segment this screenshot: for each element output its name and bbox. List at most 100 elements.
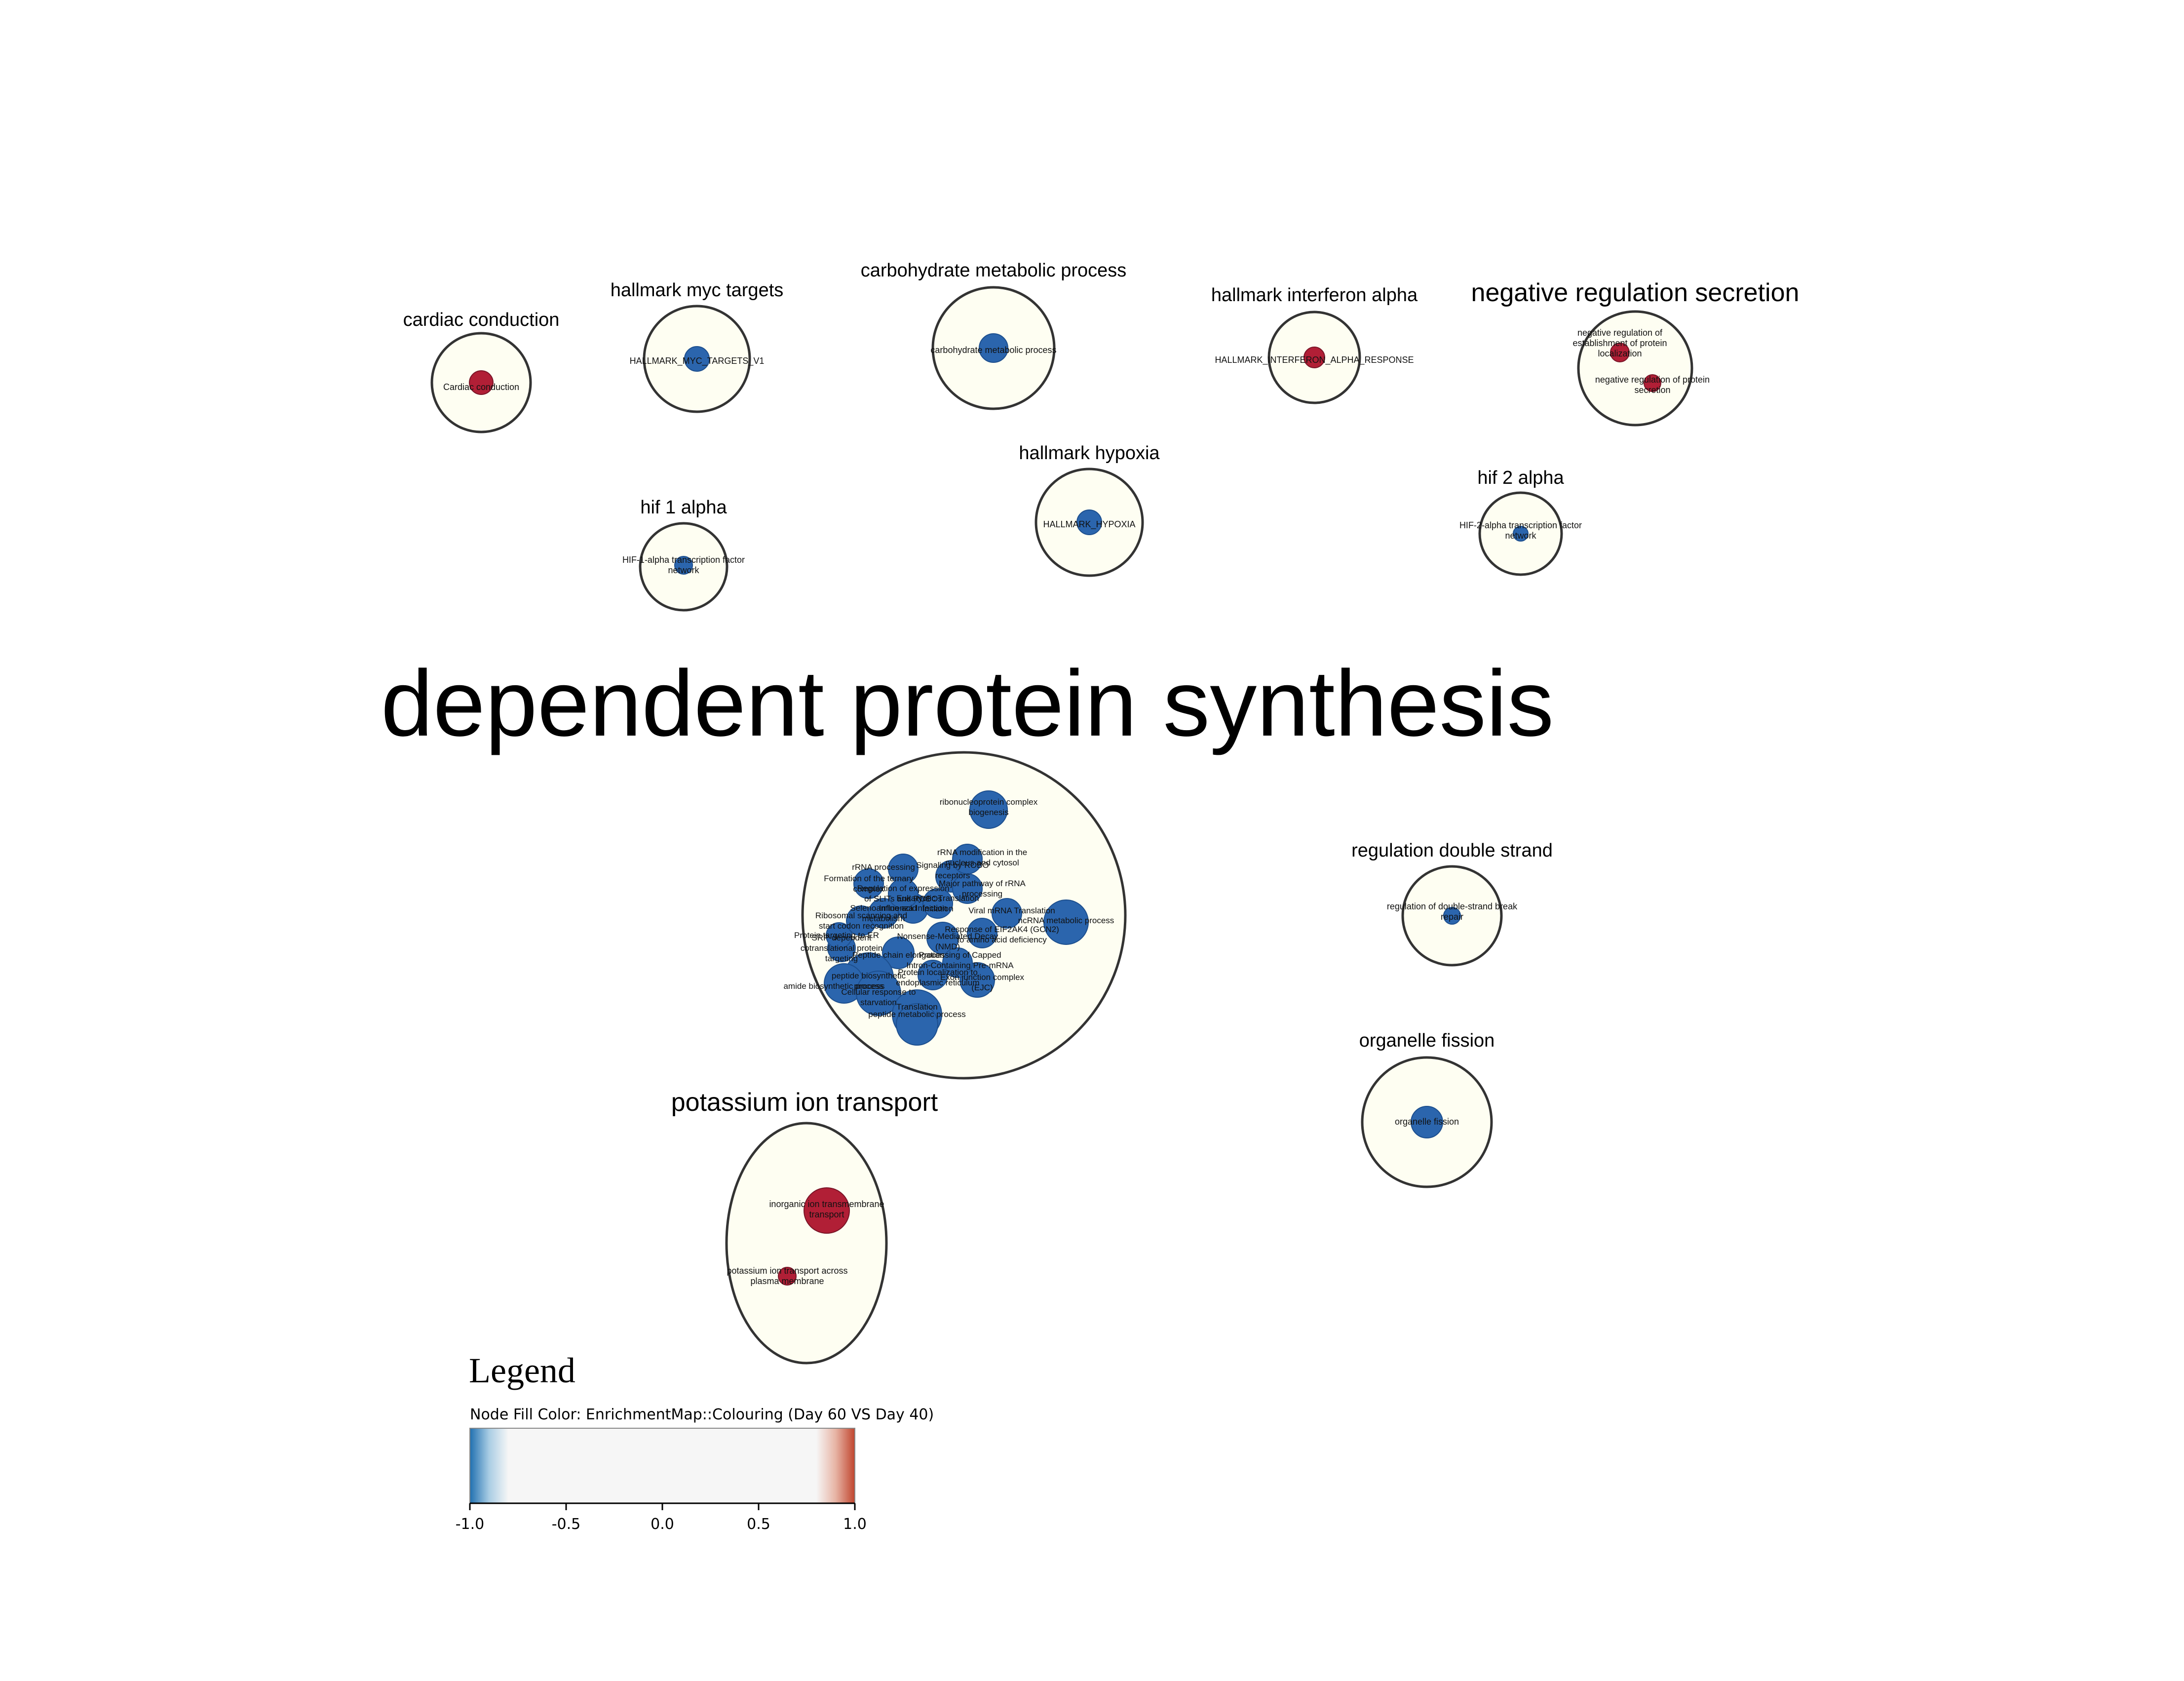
node-negative-regulation-of-establishment-of-protein-[interactable] [1610,343,1630,362]
cluster-boundary [725,1122,888,1365]
node-hallmark-myc-targets-v1[interactable] [684,346,710,372]
node-regulation-of-double-strand-break-repair[interactable] [1443,907,1461,925]
cluster-boundary [1577,310,1693,427]
cluster-potassium[interactable]: potassium ion transport inorganic ion tra… [671,1088,938,1365]
cluster-title: hallmark myc targets [611,280,784,301]
cluster-title: organelle fission [1359,1030,1495,1051]
node-label: Regulation of expression of SLITs and ROB… [857,884,949,903]
node-label: Processing of Capped Intron-Containing Pr… [906,950,1014,970]
cluster-ifna[interactable]: hallmark interferon alpha HALLMARK_INTERF… [1211,285,1418,404]
node-inorganic-ion-transmembrane-transport[interactable] [804,1187,850,1234]
node-label: rRNA processing [852,862,915,872]
node-hif-1-alpha-transcription-factor-network[interactable] [674,556,693,575]
node-label: Protein localization to endoplasmic retic… [896,968,979,987]
cluster-dsb[interactable]: regulation double strand regulation of do… [1351,840,1553,967]
cluster-negsec[interactable]: negative regulation secretion negative re… [1471,278,1800,427]
cluster-hif2[interactable]: hif 2 alpha HIF-2-alpha transcription fac… [1459,468,1582,576]
node-nonsense-mediated-decay-nmd[interactable] [926,922,959,954]
cluster-title: cardiac conduction [403,310,560,330]
legend: Legend Node Fill Color: EnrichmentMap::C… [456,1351,934,1533]
cluster-hif1[interactable]: hif 1 alpha HIF-1-alpha transcription fac… [622,497,745,612]
node-label: negative regulation of protein secretion [1595,375,1710,395]
legend-subtitle: Node Fill Color: EnrichmentMap::Colourin… [470,1406,934,1423]
cluster-title: hallmark interferon alpha [1211,285,1418,306]
cluster-myc[interactable]: hallmark myc targets HALLMARK_MYC_TARGETS… [611,280,784,413]
cluster-title: hif 1 alpha [640,497,727,518]
cluster-title: negative regulation secretion [1471,278,1800,307]
node-viral-mrna-translation[interactable] [992,898,1022,929]
node-potassium-ion-transport-across-plasma-membrane[interactable] [778,1267,797,1286]
node-label: peptide biosynthetic process [832,971,906,991]
node-ribonucleoprotein-complex-biogenesis[interactable] [969,790,1008,829]
node-label: Translation [896,1002,937,1012]
node-label: regulation of double-strand break repair [1387,901,1518,922]
node-label: Formation of the ternary complex [824,874,914,894]
node-rrna-modification-in-the-nucleus-and-cytosol[interactable] [952,844,983,874]
node-label: inorganic ion transmembrane transport [769,1199,884,1219]
node-label: Selenoamino acid metabolism [850,903,917,923]
node-label: Cardiac conduction [443,382,519,392]
node-label: Eukaryotic Translation Initiation [896,894,979,913]
node-label: Nonsense-Mediated Decay (NMD) [897,932,998,951]
node-label: organelle fission [1395,1117,1459,1127]
node-label: peptide metabolic process [868,1010,966,1019]
cluster-cardiac[interactable]: cardiac conduction Cardiac conduction [403,310,560,433]
node-hif-2-alpha-transcription-factor-network[interactable] [1513,526,1529,542]
legend-tick-label: -1.0 [456,1516,485,1533]
node-protein-targeting-to-er[interactable] [826,922,852,949]
cluster-title: hif 2 alpha [1477,468,1564,488]
node-response-of-eif2ak4-gcn2-to-amino-acid-deficienc[interactable] [967,918,997,948]
node-label: Peptide chain elongation [852,950,944,960]
node-cellular-response-to-starvation[interactable] [856,971,901,1016]
node-label: SRP-dependent cotranslational protein targ… [801,933,882,963]
node-label: HIF-1-alpha transcription factor network [622,555,745,575]
legend-tick-label: 0.0 [651,1516,674,1533]
node-processing-of-capped-intron-containing-pre-mrna[interactable] [942,947,973,978]
node-label: Major pathway of rRNA processing [939,879,1026,899]
legend-axis: -1.0 -0.5 0.0 0.5 1.0 [456,1502,867,1533]
node-cardiac-conduction[interactable] [469,370,494,395]
node-peptide-chain-elongation[interactable] [882,937,915,969]
legend-tick-label: -0.5 [552,1516,581,1533]
node-label: potassium ion transport across plasma mem… [727,1266,847,1286]
legend-gradient-bar [469,1428,855,1504]
node-label: Cellular response to starvation [841,987,916,1007]
node-label: HALLMARK_MYC_TARGETS_V1 [630,356,765,366]
node-carbohydrate-metabolic-process[interactable] [979,333,1008,363]
cluster-layer: cardiac conduction Cardiac conduction hall… [381,260,1800,1365]
node-label: Response of EIF2AK4 (GCN2) to amino acid … [945,925,1059,944]
legend-title: Legend [469,1351,575,1390]
cluster-carb[interactable]: carbohydrate metabolic process carbohydra… [861,260,1127,410]
legend-tick-label: 0.5 [747,1516,770,1533]
node-regulation-of-expression-of-slits-and-robos[interactable] [888,878,919,909]
cluster-hypoxia[interactable]: hallmark hypoxia HALLMARK_HYPOXIA [1019,443,1160,577]
legend-tick-label: 1.0 [843,1516,867,1533]
cluster-title: potassium ion transport [671,1088,938,1117]
node-protein-localization-to-endoplasmic-reticulum[interactable] [918,960,948,990]
cluster-title: carbohydrate metabolic process [861,260,1127,281]
cluster-title: hallmark hypoxia [1019,443,1160,464]
cluster-protein[interactable]: dependent protein synthesis ribonucleopro… [381,651,1554,1080]
node-label: Protein targeting to ER [794,931,879,940]
node-negative-regulation-of-protein-secretion[interactable] [1644,374,1661,392]
node-formation-of-the-ternary-complex[interactable] [853,868,884,899]
cluster-title: regulation double strand [1351,840,1553,861]
node-hallmark-hypoxia[interactable] [1076,509,1102,535]
node-eukaryotic-translation-initiation[interactable] [922,888,953,919]
node-label: carbohydrate metabolic process [930,345,1056,355]
node-label: Viral mRNA Translation [968,906,1055,915]
node-label: HALLMARK_HYPOXIA [1043,519,1135,530]
node-organelle-fission[interactable] [1411,1106,1443,1138]
node-label: HALLMARK_INTERFERON_ALPHA_RESPONSE [1215,355,1414,365]
node-hallmark-interferon-alpha-response[interactable] [1303,347,1325,368]
node-label: Ribosomal scanning and start codon recogn… [815,911,907,931]
node-label: Signaling by ROBO receptors [916,860,989,880]
node-label: amide biosynthetic process [783,981,884,991]
node-label: negative regulation of establishment of p… [1572,328,1667,358]
cluster-fission[interactable]: organelle fission organelle fission [1359,1030,1495,1188]
node-ncrna-metabolic-process[interactable] [1043,899,1089,945]
node-label: Influenza Infection [879,903,947,913]
node-selenoamino-acid-metabolism[interactable] [868,898,899,929]
node-peptide-metabolic-process[interactable] [896,1003,938,1046]
